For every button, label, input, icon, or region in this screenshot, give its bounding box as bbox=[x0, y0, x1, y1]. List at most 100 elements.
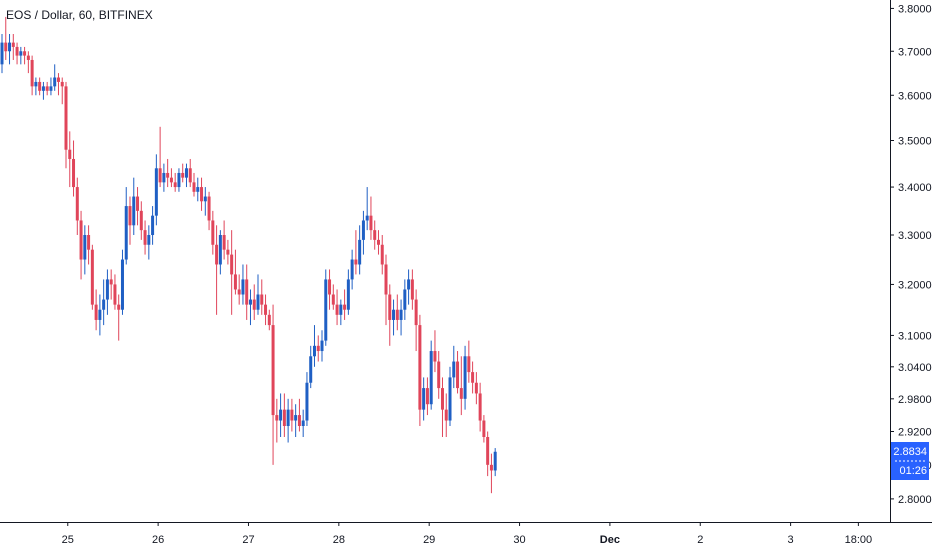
candle bbox=[173, 172, 177, 192]
candle bbox=[192, 172, 196, 197]
candle-body bbox=[425, 388, 429, 405]
candle-body bbox=[471, 372, 475, 383]
candle bbox=[222, 220, 226, 260]
price-tick-label-6: 3.2000 bbox=[898, 279, 932, 291]
price-tick-label-2: 3.6000 bbox=[898, 90, 932, 102]
candle bbox=[26, 51, 30, 74]
candle bbox=[388, 284, 392, 346]
candle bbox=[418, 314, 422, 427]
candle bbox=[448, 366, 452, 427]
candle-body bbox=[365, 215, 369, 221]
candle-body bbox=[384, 264, 388, 295]
candle bbox=[493, 448, 497, 477]
candle bbox=[437, 351, 441, 399]
candles-layer bbox=[0, 16, 497, 494]
candle-body bbox=[237, 289, 241, 295]
candle-body bbox=[34, 81, 38, 87]
candle bbox=[30, 55, 34, 96]
candle-body bbox=[181, 172, 185, 178]
price-tick-label-8: 3.0400 bbox=[898, 362, 932, 374]
candle-body bbox=[218, 235, 222, 265]
candle-body bbox=[252, 299, 256, 310]
candle bbox=[343, 289, 347, 320]
candle-body bbox=[376, 239, 380, 245]
candle bbox=[218, 230, 222, 275]
price-tick-label-1: 3.7000 bbox=[898, 46, 932, 58]
candle bbox=[203, 187, 207, 216]
candle-body bbox=[309, 356, 313, 383]
candle bbox=[147, 225, 151, 260]
candle-body bbox=[474, 382, 478, 394]
candle bbox=[392, 299, 396, 336]
candle-body bbox=[493, 451, 497, 471]
countdown-label: 01:26 bbox=[899, 465, 927, 477]
candle-body bbox=[207, 196, 211, 221]
candle-body bbox=[256, 294, 260, 310]
candle bbox=[486, 431, 490, 477]
candle bbox=[324, 269, 328, 346]
time-tick-label-9: 18:00 bbox=[845, 534, 873, 546]
candle bbox=[60, 77, 64, 105]
candle-body bbox=[388, 294, 392, 320]
candle-body bbox=[109, 279, 113, 285]
candle bbox=[75, 177, 79, 236]
price-axis[interactable]: 3.8000 3.7000 3.6000 3.5000 3.4000 3.3000 3.20… bbox=[890, 3, 932, 506]
candle bbox=[15, 42, 19, 65]
candle-body bbox=[211, 220, 215, 245]
candle bbox=[489, 453, 493, 494]
candle bbox=[339, 299, 343, 326]
candle bbox=[316, 335, 320, 362]
candle bbox=[184, 163, 188, 188]
candle-body bbox=[75, 187, 79, 221]
candle bbox=[482, 415, 486, 443]
candle bbox=[94, 289, 98, 331]
candle bbox=[237, 274, 241, 305]
price-tick-label-7: 3.1000 bbox=[898, 330, 932, 342]
candle-body bbox=[196, 187, 200, 192]
candle bbox=[72, 140, 76, 197]
price-tick-label-3: 3.5000 bbox=[898, 136, 932, 148]
time-tick-label-1: 26 bbox=[152, 534, 164, 546]
candle-body bbox=[264, 304, 268, 315]
time-tick-label-8: 3 bbox=[788, 534, 794, 546]
candle bbox=[429, 340, 433, 410]
candle bbox=[64, 81, 68, 169]
candle bbox=[456, 351, 460, 394]
candle-body bbox=[188, 168, 192, 183]
candle-body bbox=[128, 206, 132, 226]
candle-body bbox=[8, 42, 12, 52]
candle bbox=[45, 81, 49, 96]
time-axis[interactable]: 25 26 27 28 29 30 Dec 2 3 18:00 bbox=[62, 522, 872, 546]
candle bbox=[98, 294, 102, 336]
candle-body bbox=[335, 304, 339, 315]
candle-body bbox=[312, 345, 316, 357]
candle-body bbox=[437, 361, 441, 389]
candle bbox=[102, 279, 106, 326]
candle bbox=[474, 372, 478, 405]
candle bbox=[399, 299, 403, 336]
candle-body bbox=[124, 206, 128, 260]
candle bbox=[233, 249, 237, 295]
candle-body bbox=[215, 244, 219, 265]
candle bbox=[139, 201, 143, 240]
candle bbox=[373, 220, 377, 250]
candle-body bbox=[184, 168, 188, 178]
candle bbox=[200, 177, 204, 211]
candle bbox=[294, 404, 298, 438]
candle-body bbox=[143, 230, 147, 245]
candle-body bbox=[53, 77, 57, 87]
candle-body bbox=[444, 409, 448, 421]
time-tick-label-7: 2 bbox=[697, 534, 703, 546]
candle bbox=[361, 210, 365, 255]
candle-body bbox=[230, 254, 234, 275]
candle-body bbox=[226, 249, 230, 255]
candle bbox=[230, 230, 234, 315]
candle bbox=[124, 187, 128, 265]
candle bbox=[260, 279, 264, 315]
candle-body bbox=[395, 309, 399, 320]
candle-body bbox=[60, 81, 64, 87]
candle bbox=[301, 409, 305, 438]
candle-body bbox=[233, 274, 237, 290]
